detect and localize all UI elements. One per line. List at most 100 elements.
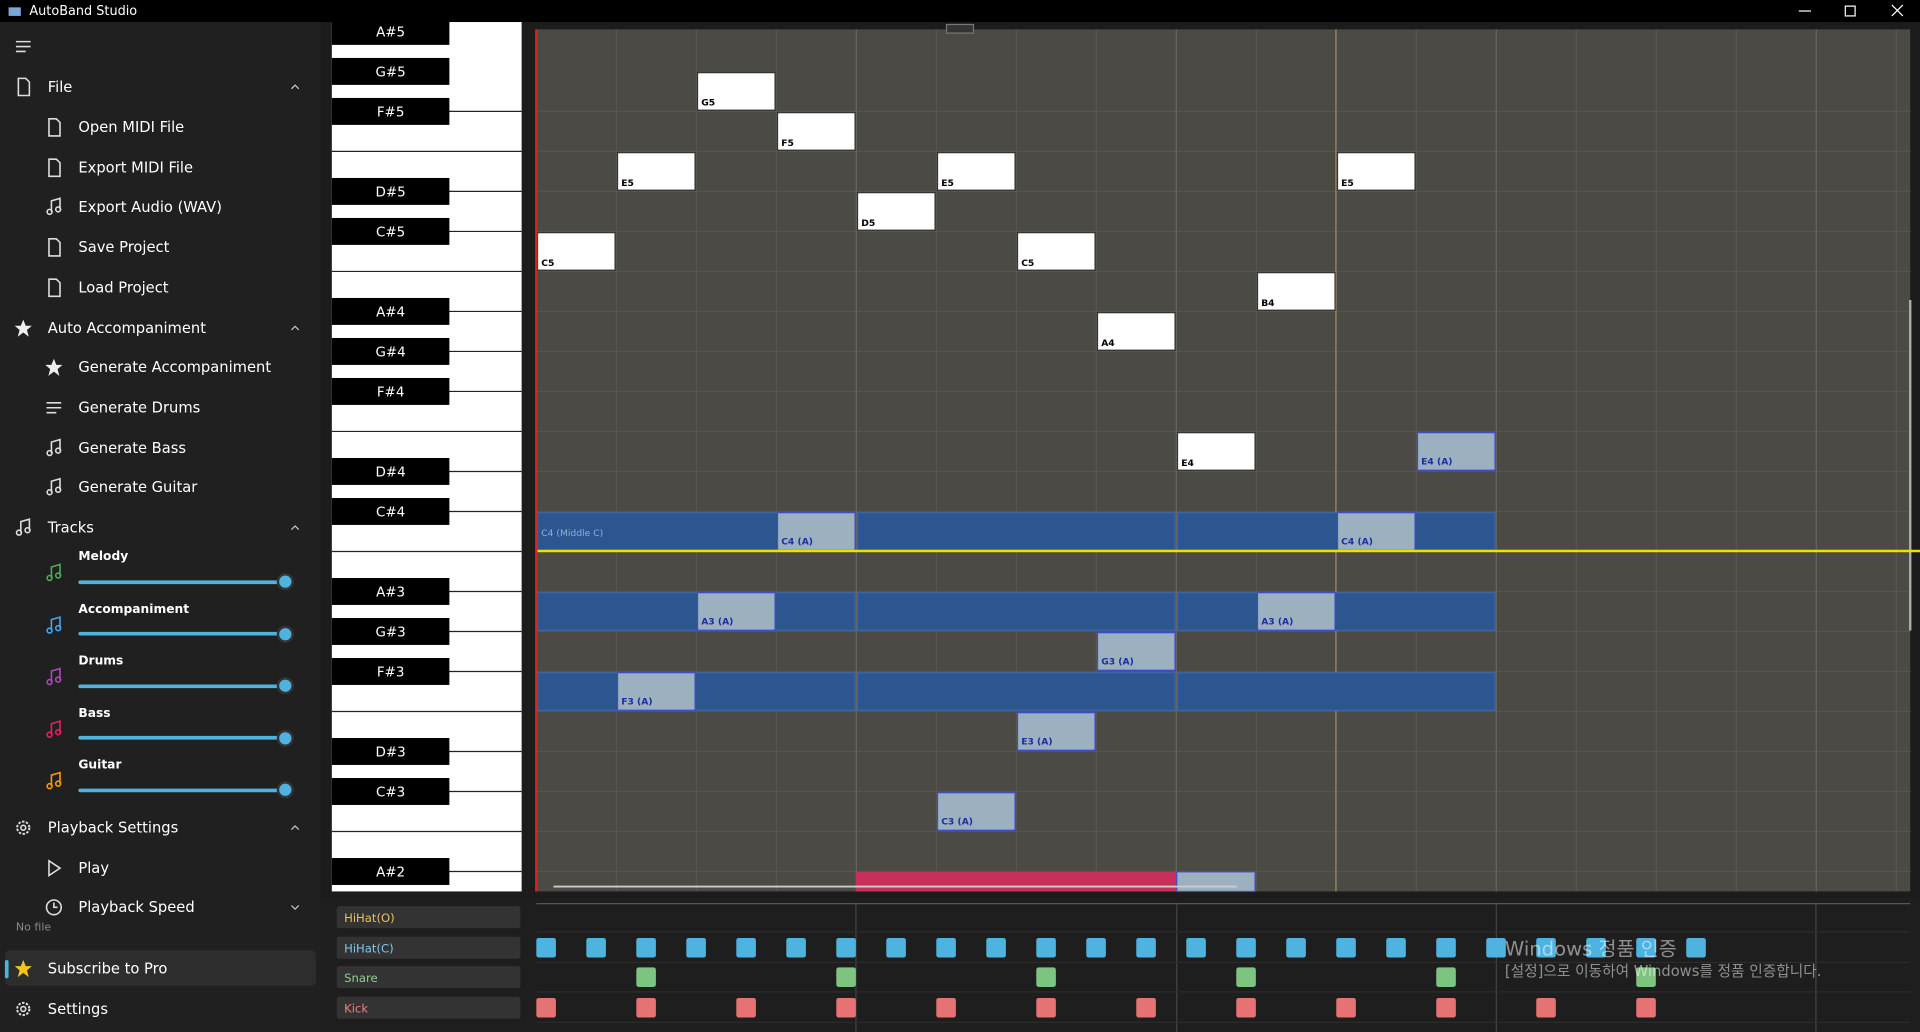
melody-note-label: E5 (941, 178, 954, 189)
menu-icon (48, 237, 61, 257)
accompaniment-note-label: C3 (A) (941, 817, 973, 828)
menu-item[interactable]: Export MIDI File (78, 159, 194, 177)
accompaniment-block (536, 672, 856, 711)
menu-item[interactable]: Play (78, 859, 110, 877)
settings-button[interactable]: Settings (47, 1000, 109, 1018)
melody-note-label: E4 (1181, 458, 1194, 469)
drum-lane-label-box (336, 906, 521, 929)
drum-pad (1486, 937, 1506, 958)
accompaniment-block (856, 672, 1176, 711)
menu-item[interactable]: Playback Speed (78, 898, 195, 916)
melody-note (776, 112, 856, 151)
slider-knob[interactable] (276, 677, 294, 695)
drum-pad (1636, 997, 1656, 1018)
drum-pad (1636, 967, 1656, 987)
menu-item[interactable]: Generate Accompaniment (78, 358, 272, 376)
settings-icon (16, 1001, 31, 1017)
selection-accent (4, 960, 9, 979)
black-key (331, 217, 450, 245)
drum-pad (786, 937, 806, 958)
drum-pad (1236, 997, 1256, 1018)
black-key-label: C#4 (376, 506, 405, 521)
track-icon (46, 615, 62, 634)
volume-slider[interactable] (78, 787, 287, 792)
accompaniment-note (936, 792, 1016, 831)
accompaniment-block (1176, 512, 1496, 551)
section-icon (17, 77, 31, 97)
melody-note-label: G5 (701, 98, 715, 109)
section-header[interactable]: File (47, 78, 73, 96)
section-header[interactable]: Auto Accompaniment (47, 319, 206, 337)
menu-icon (46, 438, 62, 457)
close-button[interactable] (1891, 4, 1904, 17)
melody-note-label: D5 (861, 218, 875, 229)
drum-pad (1336, 997, 1356, 1018)
track-icon (46, 719, 62, 738)
volume-slider[interactable] (78, 579, 287, 584)
menu-icon (48, 117, 61, 137)
volume-slider[interactable] (78, 735, 287, 740)
slider-knob[interactable] (276, 625, 294, 643)
menu-item[interactable]: Export Audio (WAV) (78, 198, 222, 216)
app-icon (8, 7, 21, 16)
accompaniment-note (776, 512, 856, 551)
melody-note (536, 232, 616, 271)
black-key (331, 337, 450, 365)
subscribe-highlight[interactable] (4, 950, 316, 986)
drum-pad (1036, 997, 1056, 1018)
slider-knob[interactable] (276, 781, 294, 799)
menu-item[interactable]: Generate Guitar (78, 478, 198, 496)
track-name: Bass (78, 706, 111, 721)
accompaniment-note-label: E3 (A) (1021, 737, 1052, 748)
menu-icon (46, 197, 62, 216)
black-key-label: A#2 (376, 866, 405, 881)
drum-pad (986, 937, 1006, 958)
accompaniment-note (1256, 592, 1336, 631)
menu-icon (46, 477, 62, 496)
drum-pad (1536, 997, 1556, 1018)
black-key-label: G#4 (375, 346, 405, 361)
section-icon (15, 518, 31, 536)
file-status: No file (15, 922, 52, 935)
chevron (291, 525, 300, 531)
slider-knob[interactable] (276, 573, 294, 591)
menu-item[interactable]: Generate Drums (78, 399, 201, 417)
drum-pad (1536, 937, 1556, 958)
accompaniment-note-label: C4 (A) (781, 537, 813, 548)
menu-item[interactable]: Generate Bass (78, 439, 187, 457)
accompaniment-block (1176, 672, 1496, 711)
section-header[interactable]: Tracks (47, 519, 94, 537)
volume-slider[interactable] (78, 631, 287, 636)
subscribe-button[interactable]: Subscribe to Pro (47, 960, 168, 978)
top-handle (945, 23, 975, 34)
drum-lane-label: Snare (344, 971, 378, 985)
accompaniment-note-label: F3 (A) (621, 697, 652, 708)
menu-item[interactable]: Open MIDI File (78, 118, 185, 136)
drum-pad (936, 997, 956, 1018)
drum-pad (1436, 997, 1456, 1018)
black-key (331, 57, 450, 85)
menu-item[interactable]: Load Project (78, 279, 169, 297)
restore-button[interactable] (1844, 5, 1856, 17)
menu-icon (46, 402, 62, 414)
title-bar (0, 0, 1920, 23)
drum-pad (736, 937, 756, 958)
drum-pad (836, 937, 856, 958)
slider-knob[interactable] (276, 729, 294, 747)
accompaniment-note-label: A3 (A) (701, 617, 733, 628)
menu-button[interactable] (13, 37, 33, 57)
menu-item[interactable]: Save Project (78, 238, 170, 256)
drum-pad (1236, 967, 1256, 987)
track-name: Drums (78, 654, 124, 668)
melody-note (696, 72, 776, 111)
drum-pad (1036, 937, 1056, 958)
chevron (291, 905, 300, 911)
melody-note-label: B4 (1261, 298, 1274, 309)
melody-note-label: C5 (1021, 258, 1034, 269)
black-key-label: D#3 (376, 746, 406, 761)
black-key-label: F#5 (377, 106, 405, 121)
volume-slider[interactable] (78, 683, 287, 688)
drum-pad (536, 997, 556, 1018)
black-key (331, 297, 450, 325)
section-header[interactable]: Playback Settings (47, 819, 179, 837)
